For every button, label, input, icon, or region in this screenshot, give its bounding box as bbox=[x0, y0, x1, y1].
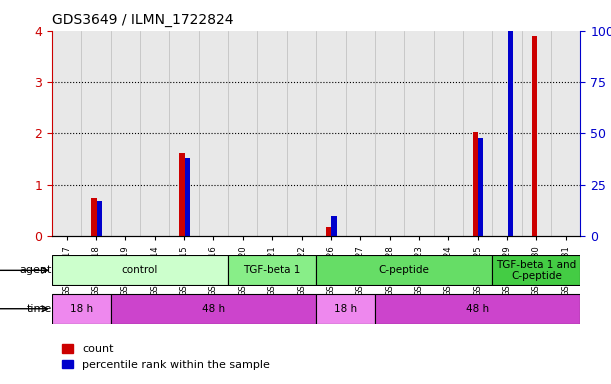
Bar bbox=[316, 255, 492, 285]
Bar bbox=[473, 132, 478, 236]
Text: TGF-beta 1: TGF-beta 1 bbox=[243, 265, 301, 275]
Bar bbox=[97, 201, 102, 236]
Legend: count, percentile rank within the sample: count, percentile rank within the sample bbox=[57, 339, 274, 374]
Bar bbox=[169, 31, 199, 236]
Bar bbox=[316, 31, 346, 236]
Text: 48 h: 48 h bbox=[202, 304, 225, 314]
Bar bbox=[551, 31, 580, 236]
Text: GDS3649 / ILMN_1722824: GDS3649 / ILMN_1722824 bbox=[52, 13, 233, 27]
Text: TGF-beta 1 and
C-peptide: TGF-beta 1 and C-peptide bbox=[496, 260, 577, 281]
Text: control: control bbox=[122, 265, 158, 275]
Bar bbox=[52, 294, 111, 324]
Bar bbox=[404, 31, 434, 236]
Bar bbox=[111, 294, 316, 324]
Bar bbox=[508, 31, 513, 236]
Bar bbox=[532, 36, 537, 236]
Bar bbox=[140, 31, 169, 236]
Bar bbox=[91, 198, 97, 236]
Bar bbox=[478, 137, 483, 236]
Bar bbox=[434, 31, 463, 236]
Bar bbox=[316, 294, 375, 324]
Bar bbox=[331, 216, 337, 236]
Bar bbox=[257, 31, 287, 236]
Bar bbox=[228, 31, 257, 236]
Bar bbox=[492, 255, 580, 285]
Bar bbox=[228, 255, 316, 285]
Text: 18 h: 18 h bbox=[334, 304, 357, 314]
Text: 48 h: 48 h bbox=[466, 304, 489, 314]
Bar bbox=[52, 31, 81, 236]
Bar bbox=[375, 294, 580, 324]
Bar bbox=[179, 153, 185, 236]
Bar bbox=[326, 227, 331, 236]
Bar bbox=[111, 31, 140, 236]
Text: time: time bbox=[27, 304, 52, 314]
Bar bbox=[185, 158, 190, 236]
Bar bbox=[375, 31, 404, 236]
Bar bbox=[287, 31, 316, 236]
Bar bbox=[81, 31, 111, 236]
Bar bbox=[522, 31, 551, 236]
Text: C-peptide: C-peptide bbox=[379, 265, 430, 275]
Text: 18 h: 18 h bbox=[70, 304, 93, 314]
Bar bbox=[346, 31, 375, 236]
Bar bbox=[492, 31, 522, 236]
Text: agent: agent bbox=[20, 265, 52, 275]
Bar bbox=[199, 31, 228, 236]
Bar bbox=[463, 31, 492, 236]
Bar bbox=[52, 255, 228, 285]
